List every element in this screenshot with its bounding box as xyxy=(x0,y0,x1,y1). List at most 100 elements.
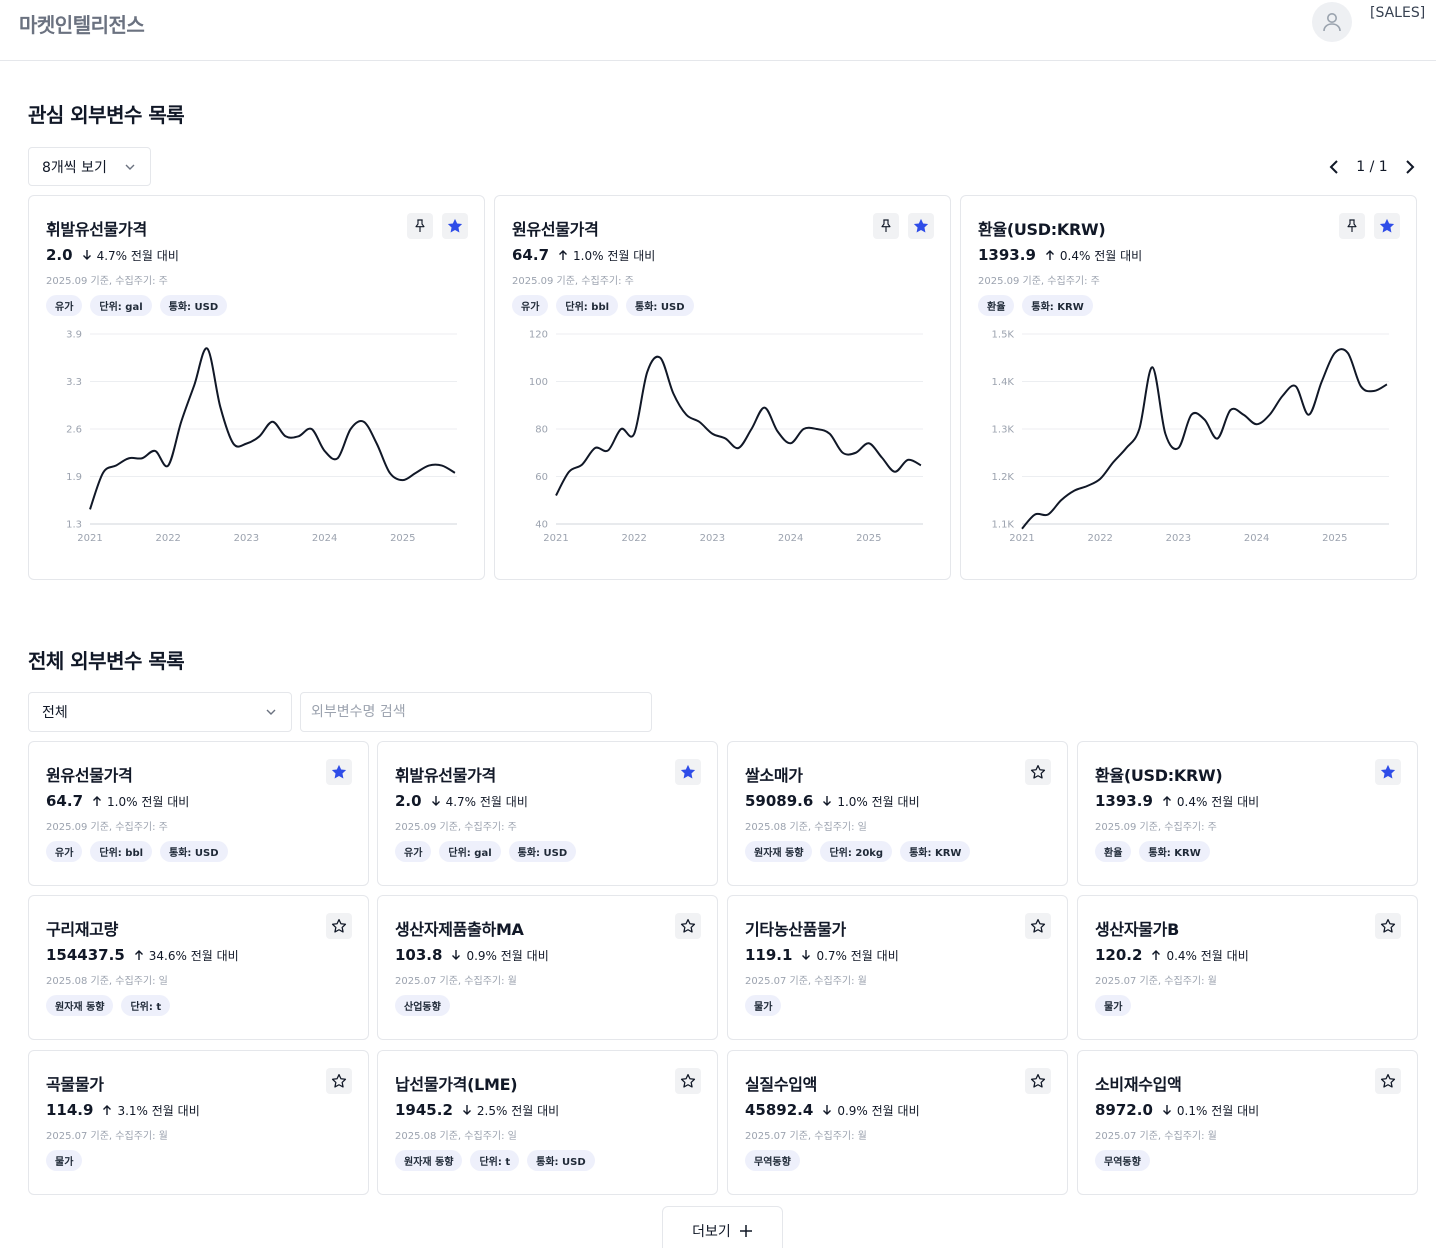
variable-card[interactable]: 쌀소매가 59089.6 1.0% 전월 대비 2025.08 기준, 수집주기: 일… xyxy=(727,741,1068,886)
value-row: 45892.4 0.9% 전월 대비 xyxy=(745,1101,920,1119)
series-line xyxy=(89,347,456,510)
trend-arrow xyxy=(1161,1104,1173,1116)
variable-search-input[interactable] xyxy=(300,692,652,732)
category-select[interactable]: 전체 xyxy=(28,692,292,732)
brand-logo[interactable]: 마켓인텔리전스 xyxy=(19,13,145,37)
star-filled-icon xyxy=(447,218,463,233)
load-more-button[interactable]: 더보기 xyxy=(662,1206,783,1248)
favorite-star-button[interactable] xyxy=(675,759,701,785)
tag-list: 물가 xyxy=(745,995,782,1016)
y-tick-label: 1.5K xyxy=(992,330,1015,341)
variable-card[interactable]: 곡물물가 114.9 3.1% 전월 대비 2025.07 기준, 수집주기: 월 물가 xyxy=(28,1050,369,1195)
arrow-up-icon xyxy=(93,796,102,806)
variable-tag: 통화: KRW xyxy=(900,841,971,862)
y-tick-label: 80 xyxy=(535,425,548,436)
variable-tag: 단위: gal xyxy=(439,841,501,862)
trend-arrow xyxy=(1044,249,1056,261)
favorite-star-button[interactable] xyxy=(442,213,468,239)
top-header: 마켓인텔리전스 [SALES] xyxy=(0,0,1436,61)
variable-card[interactable]: 구리재고량 154437.5 34.6% 전월 대비 2025.08 기준, 수집주기… xyxy=(28,895,369,1040)
variable-meta: 2025.07 기준, 수집주기: 월 xyxy=(46,1131,168,1142)
favorite-star-button[interactable] xyxy=(1375,1068,1401,1094)
variable-name: 곡물물가 xyxy=(46,1075,104,1094)
star-outline-icon xyxy=(1380,918,1396,933)
favorite-star-button[interactable] xyxy=(675,913,701,939)
prev-page-button[interactable] xyxy=(1322,153,1346,181)
variable-value: 8972.0 xyxy=(1095,1101,1153,1119)
variable-value: 45892.4 xyxy=(745,1101,814,1119)
star-filled-icon xyxy=(1380,764,1396,779)
pin-button[interactable] xyxy=(873,213,899,239)
variable-card[interactable]: 실질수입액 45892.4 0.9% 전월 대비 2025.07 기준, 수집주기: … xyxy=(727,1050,1068,1195)
variable-meta: 2025.08 기준, 수집주기: 일 xyxy=(745,822,867,833)
pin-button[interactable] xyxy=(407,213,433,239)
favorite-star-button[interactable] xyxy=(1025,913,1051,939)
variable-card[interactable]: 소비재수입액 8972.0 0.1% 전월 대비 2025.07 기준, 수집주기: … xyxy=(1077,1050,1418,1195)
arrow-down-icon xyxy=(823,796,832,806)
variable-card[interactable]: 기타농산품물가 119.1 0.7% 전월 대비 2025.07 기준, 수집주기: … xyxy=(727,895,1068,1040)
y-tick-label: 1.2K xyxy=(992,472,1015,483)
x-tick-label: 2023 xyxy=(700,533,725,544)
chevron-left-icon xyxy=(1329,160,1338,174)
variable-tag: 통화: USD xyxy=(160,841,228,862)
change-text: 3.1% 전월 대비 xyxy=(117,1103,200,1118)
variable-card[interactable]: 환율(USD:KRW) 1393.9 0.4% 전월 대비 2025.09 기준, 수… xyxy=(1077,741,1418,886)
variable-name: 생산자물가B xyxy=(1095,920,1179,939)
favorite-star-button[interactable] xyxy=(326,1068,352,1094)
star-outline-icon xyxy=(331,1073,347,1088)
star-outline-icon xyxy=(331,918,347,933)
pin-button[interactable] xyxy=(1339,213,1365,239)
favorite-star-button[interactable] xyxy=(1375,913,1401,939)
arrow-up-icon xyxy=(134,950,143,960)
tag-list: 유가 단위: gal 통화: USD xyxy=(46,295,228,316)
change-text: 0.9% 전월 대비 xyxy=(837,1103,920,1118)
x-tick-label: 2024 xyxy=(1244,533,1269,544)
value-row: 8972.0 0.1% 전월 대비 xyxy=(1095,1101,1259,1119)
favorite-star-button[interactable] xyxy=(908,213,934,239)
variable-value: 103.8 xyxy=(395,946,443,964)
change-text: 34.6% 전월 대비 xyxy=(148,948,239,963)
star-outline-icon xyxy=(680,1073,696,1088)
page-size-select[interactable]: 8개씩 보기 xyxy=(28,147,151,186)
favorite-star-button[interactable] xyxy=(675,1068,701,1094)
trend-arrow xyxy=(133,949,145,961)
tag-list: 무역동향 xyxy=(745,1150,800,1171)
pin-icon xyxy=(415,219,425,232)
next-page-button[interactable] xyxy=(1398,153,1422,181)
variable-card[interactable]: 생산자물가B 120.2 0.4% 전월 대비 2025.07 기준, 수집주기: 월… xyxy=(1077,895,1418,1040)
user-avatar[interactable] xyxy=(1312,2,1352,42)
variable-meta: 2025.07 기준, 수집주기: 월 xyxy=(745,976,867,987)
variable-card[interactable]: 환율(USD:KRW) 1393.9 0.4% 전월 대비 2025.09 기준, 수… xyxy=(960,195,1417,580)
variable-name: 원유선물가격 xyxy=(512,220,599,239)
x-tick-label: 2022 xyxy=(155,533,180,544)
y-tick-label: 1.3K xyxy=(992,425,1015,436)
favorite-star-button[interactable] xyxy=(1375,759,1401,785)
variable-tag: 통화: USD xyxy=(508,841,577,862)
variable-value: 1393.9 xyxy=(1095,792,1153,810)
value-row: 114.9 3.1% 전월 대비 xyxy=(46,1101,200,1119)
variable-card[interactable]: 생산자제품출하MA 103.8 0.9% 전월 대비 2025.07 기준, 수집주기… xyxy=(377,895,718,1040)
arrow-down-icon xyxy=(431,796,440,806)
value-row: 1945.2 2.5% 전월 대비 xyxy=(395,1101,559,1119)
favorite-star-button[interactable] xyxy=(1025,1068,1051,1094)
variable-tag: 물가 xyxy=(745,995,782,1016)
variable-value: 59089.6 xyxy=(745,792,814,810)
variable-card[interactable]: 납선물가격(LME) 1945.2 2.5% 전월 대비 2025.08 기준, 수집… xyxy=(377,1050,718,1195)
arrow-down-icon xyxy=(1162,1105,1171,1115)
plus-icon xyxy=(739,1225,752,1237)
y-tick-label: 3.3 xyxy=(66,377,82,388)
change-text: 4.7% 전월 대비 xyxy=(445,794,528,809)
star-filled-icon xyxy=(331,764,347,779)
variable-tag: 유가 xyxy=(395,841,432,862)
favorite-star-button[interactable] xyxy=(1025,759,1051,785)
arrow-up-icon xyxy=(559,250,568,260)
favorite-star-button[interactable] xyxy=(326,913,352,939)
favorite-star-button[interactable] xyxy=(326,759,352,785)
favorite-star-button[interactable] xyxy=(1374,213,1400,239)
load-more-label: 더보기 xyxy=(692,1224,731,1240)
chevron-down-icon xyxy=(125,164,135,170)
